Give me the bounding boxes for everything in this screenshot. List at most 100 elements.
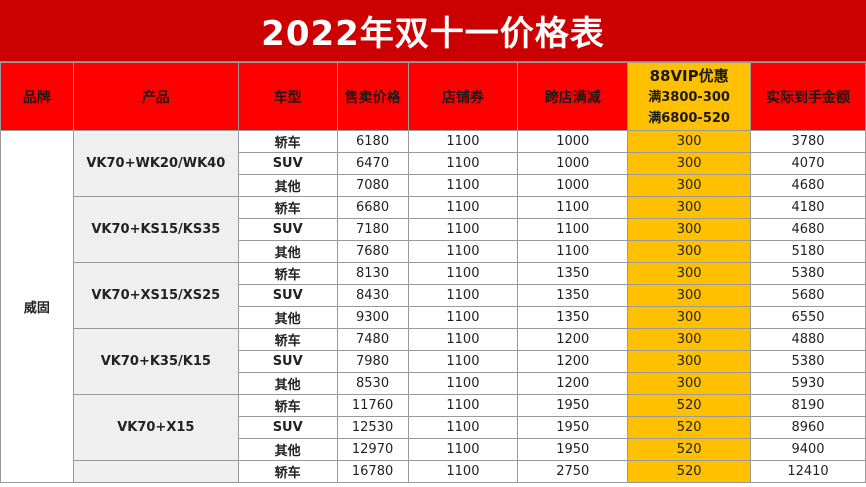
cross-store-cell: 1950	[517, 438, 629, 461]
table-row: 其他 7080 1100 1000 300 4680	[1, 174, 866, 197]
final-cell: 4680	[750, 218, 866, 241]
table-row: VK70+K35/K15 轿车 7480 1100 1200 300 4880	[1, 328, 866, 395]
store-coupon-cell: 1100	[407, 218, 519, 241]
cross-store-cell: 1200	[517, 372, 629, 395]
header-final: 实际到手金额	[750, 62, 866, 131]
table-row: SUV 8430 1100 1350 300 5680	[1, 284, 866, 307]
vehicle-type-cell: 轿车	[237, 394, 338, 417]
header-row: 品牌 产品 车型 售卖价格 店铺券 跨店满减 88VIP优惠 满3800-300…	[0, 62, 866, 131]
store-coupon-cell: 1100	[407, 196, 519, 219]
vip-cell: 300	[627, 130, 752, 153]
store-coupon-cell: 1100	[407, 262, 519, 285]
vip-cell: 300	[627, 328, 752, 351]
table-row: 威固 VK70+WK20/WK40 轿车 6180 1100 1000 300 3780	[0, 130, 866, 483]
cross-store-cell: 1950	[517, 394, 629, 417]
brand-cell: 威固	[0, 130, 74, 483]
table-row: 其他 9300 1100 1350 300 6550	[1, 306, 866, 329]
vip-cell: 520	[627, 438, 752, 461]
price-cell: 16780	[336, 460, 409, 483]
cross-store-cell: 1200	[517, 328, 629, 351]
vip-cell: 300	[627, 306, 752, 329]
vip-cell: 300	[627, 240, 752, 263]
store-coupon-cell: 1100	[407, 284, 519, 307]
cross-store-cell: 1350	[517, 262, 629, 285]
final-cell: 8190	[750, 394, 866, 417]
store-coupon-cell: 1100	[407, 460, 519, 483]
vip-cell: 300	[627, 152, 752, 175]
header-product: 产品	[72, 62, 239, 131]
final-cell: 4070	[750, 152, 866, 175]
final-cell: 3780	[750, 130, 866, 153]
price-cell: 7980	[336, 350, 409, 373]
price-cell: 6470	[336, 152, 409, 175]
header-vip-title: 88VIP优惠	[649, 66, 729, 85]
vip-cell: 300	[627, 350, 752, 373]
price-cell: 7480	[336, 328, 409, 351]
header-type: 车型	[237, 62, 338, 131]
header-vip-line2: 满6800-520	[648, 110, 730, 126]
vehicle-type-cell: 其他	[237, 372, 338, 395]
cross-store-cell: 1100	[517, 240, 629, 263]
price-cell: 11760	[336, 394, 409, 417]
vip-cell: 300	[627, 372, 752, 395]
final-cell: 12410	[750, 460, 866, 483]
price-cell: 6680	[336, 196, 409, 219]
cross-store-cell: 1100	[517, 196, 629, 219]
final-cell: 5180	[750, 240, 866, 263]
table-body: 威固 VK70+WK20/WK40 轿车 6180 1100 1000 300 3780 SUV…	[0, 130, 866, 483]
product-cell: VK70+K35/K15	[72, 328, 239, 395]
vehicle-type-cell: 其他	[237, 174, 338, 197]
table-row: 轿车 16780 1100 2750 520 12410	[1, 460, 866, 483]
cross-store-cell: 1200	[517, 350, 629, 373]
cross-store-cell: 1100	[517, 218, 629, 241]
cross-store-cell: 1950	[517, 416, 629, 439]
price-cell: 12530	[336, 416, 409, 439]
cross-store-cell: 1000	[517, 174, 629, 197]
store-coupon-cell: 1100	[407, 438, 519, 461]
vehicle-type-cell: 轿车	[237, 460, 338, 483]
vip-cell: 520	[627, 394, 752, 417]
final-cell: 4180	[750, 196, 866, 219]
table-row: VK70+X15 轿车 11760 1100 1950 520 8190	[1, 394, 866, 461]
vehicle-type-cell: 轿车	[237, 130, 338, 153]
table-row: SUV 7980 1100 1200 300 5380	[1, 350, 866, 373]
header-cross-store: 跨店满减	[517, 62, 629, 131]
table-row: VK70+KS15/KS35 轿车 6680 1100 1100 300 4180	[1, 196, 866, 263]
cross-store-cell: 1350	[517, 306, 629, 329]
vehicle-type-cell: 其他	[237, 240, 338, 263]
store-coupon-cell: 1100	[407, 240, 519, 263]
final-cell: 5930	[750, 372, 866, 395]
table-row: 其他 7680 1100 1100 300 5180	[1, 240, 866, 263]
cross-store-cell: 1000	[517, 152, 629, 175]
table-row: VK70+XS15/XS25 轿车 8130 1100 1350 300 5380	[1, 262, 866, 329]
store-coupon-cell: 1100	[407, 152, 519, 175]
page-title: 2022年双十一价格表	[0, 0, 866, 62]
product-cell: VK70+XS15/XS25	[72, 262, 239, 329]
vehicle-type-cell: SUV	[237, 152, 338, 175]
price-cell: 8530	[336, 372, 409, 395]
vip-cell: 300	[627, 196, 752, 219]
price-cell: 8430	[336, 284, 409, 307]
product-cell: VK70+WK20/WK40	[72, 130, 239, 197]
vehicle-type-cell: 轿车	[237, 328, 338, 351]
vip-cell: 520	[627, 416, 752, 439]
header-brand: 品牌	[0, 62, 74, 131]
price-cell: 7680	[336, 240, 409, 263]
cross-store-cell: 1000	[517, 130, 629, 153]
product-cell	[72, 460, 239, 483]
vehicle-type-cell: SUV	[237, 218, 338, 241]
store-coupon-cell: 1100	[407, 372, 519, 395]
price-cell: 7080	[336, 174, 409, 197]
header-vip: 88VIP优惠 满3800-300 满6800-520	[627, 62, 752, 131]
header-price: 售卖价格	[336, 62, 409, 131]
final-cell: 5680	[750, 284, 866, 307]
product-cell: VK70+X15	[72, 394, 239, 461]
store-coupon-cell: 1100	[407, 130, 519, 153]
cross-store-cell: 1350	[517, 284, 629, 307]
header-vip-line1: 满3800-300	[648, 89, 730, 105]
cross-store-cell: 2750	[517, 460, 629, 483]
store-coupon-cell: 1100	[407, 394, 519, 417]
price-cell: 8130	[336, 262, 409, 285]
vehicle-type-cell: 轿车	[237, 196, 338, 219]
product-cell: VK70+KS15/KS35	[72, 196, 239, 263]
